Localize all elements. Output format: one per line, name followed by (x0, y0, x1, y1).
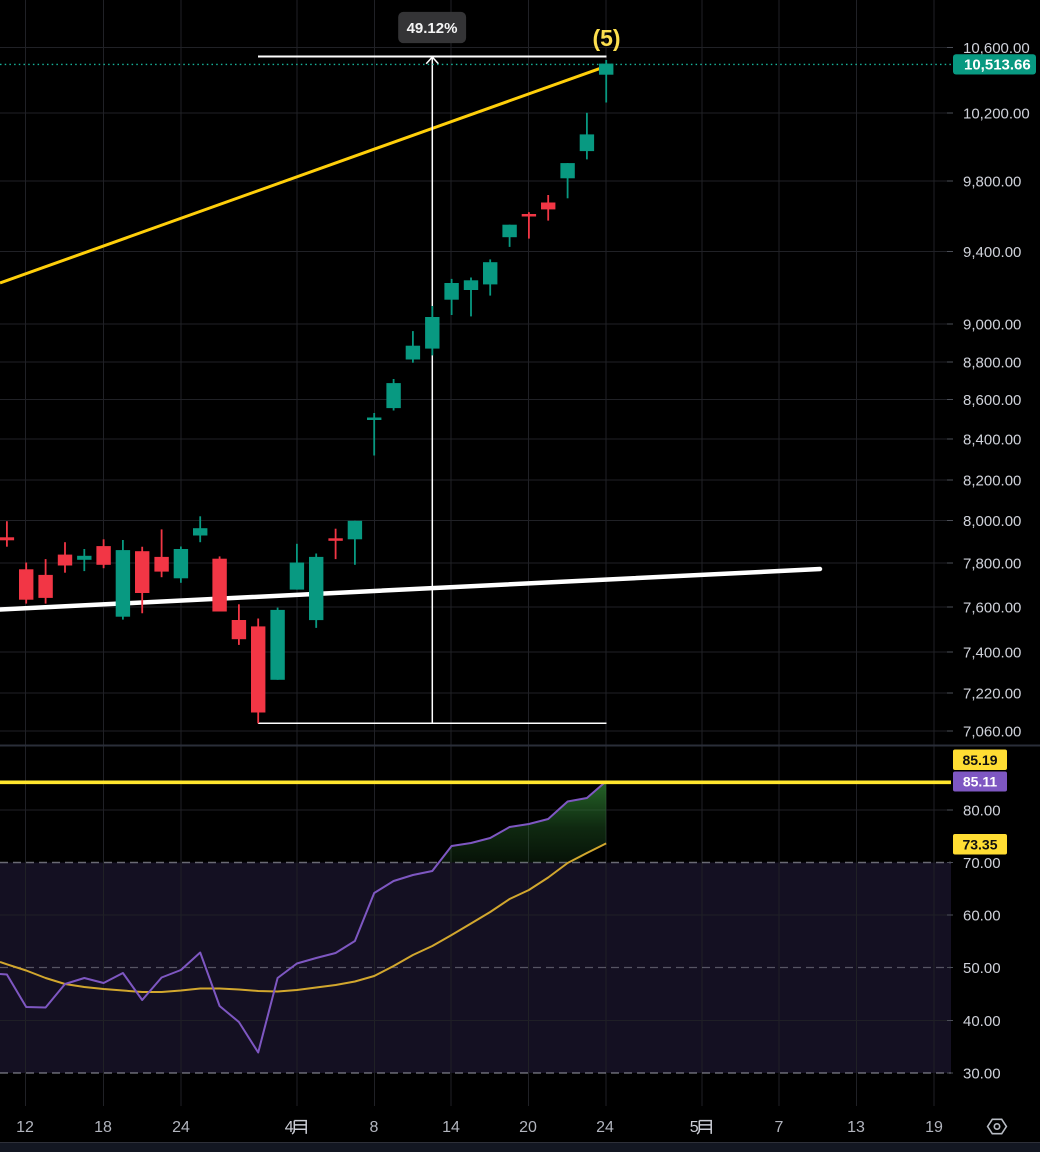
svg-text:9,400.00: 9,400.00 (963, 244, 1021, 261)
svg-text:50.00: 50.00 (963, 960, 1001, 977)
svg-text:19: 19 (925, 1119, 943, 1136)
svg-text:7,800.00: 7,800.00 (963, 556, 1021, 573)
svg-text:8,000.00: 8,000.00 (963, 513, 1021, 530)
svg-text:8,800.00: 8,800.00 (963, 355, 1021, 372)
svg-text:7,600.00: 7,600.00 (963, 600, 1021, 617)
svg-text:9,000.00: 9,000.00 (963, 317, 1021, 334)
svg-text:30.00: 30.00 (963, 1066, 1001, 1083)
svg-text:73.35: 73.35 (962, 837, 997, 853)
svg-text:5: 5 (690, 1119, 699, 1136)
svg-text:85.19: 85.19 (962, 752, 997, 768)
svg-text:80.00: 80.00 (963, 803, 1001, 820)
svg-text:13: 13 (847, 1119, 865, 1136)
svg-text:24: 24 (596, 1119, 614, 1136)
svg-text:60.00: 60.00 (963, 908, 1001, 925)
svg-text:8,600.00: 8,600.00 (963, 392, 1021, 409)
svg-text:7,220.00: 7,220.00 (963, 686, 1021, 703)
svg-text:8: 8 (370, 1119, 379, 1136)
svg-text:20: 20 (519, 1119, 537, 1136)
svg-text:18: 18 (94, 1119, 112, 1136)
svg-text:10,513.66: 10,513.66 (964, 56, 1031, 73)
svg-text:40.00: 40.00 (963, 1013, 1001, 1030)
svg-text:7: 7 (775, 1119, 784, 1136)
svg-text:(5): (5) (592, 25, 620, 51)
svg-text:7,400.00: 7,400.00 (963, 645, 1021, 662)
svg-text:14: 14 (442, 1119, 460, 1136)
svg-text:8,400.00: 8,400.00 (963, 432, 1021, 449)
svg-text:12: 12 (16, 1119, 34, 1136)
svg-text:24: 24 (172, 1119, 190, 1136)
svg-text:70.00: 70.00 (963, 855, 1001, 872)
svg-text:8,200.00: 8,200.00 (963, 473, 1021, 490)
svg-text:4: 4 (285, 1119, 294, 1136)
svg-text:85.11: 85.11 (963, 774, 997, 790)
svg-text:10,600.00: 10,600.00 (963, 40, 1030, 57)
svg-text:9,800.00: 9,800.00 (963, 174, 1021, 191)
svg-text:49.12%: 49.12% (407, 20, 458, 37)
svg-text:7,060.00: 7,060.00 (963, 724, 1021, 741)
svg-text:10,200.00: 10,200.00 (963, 106, 1030, 123)
